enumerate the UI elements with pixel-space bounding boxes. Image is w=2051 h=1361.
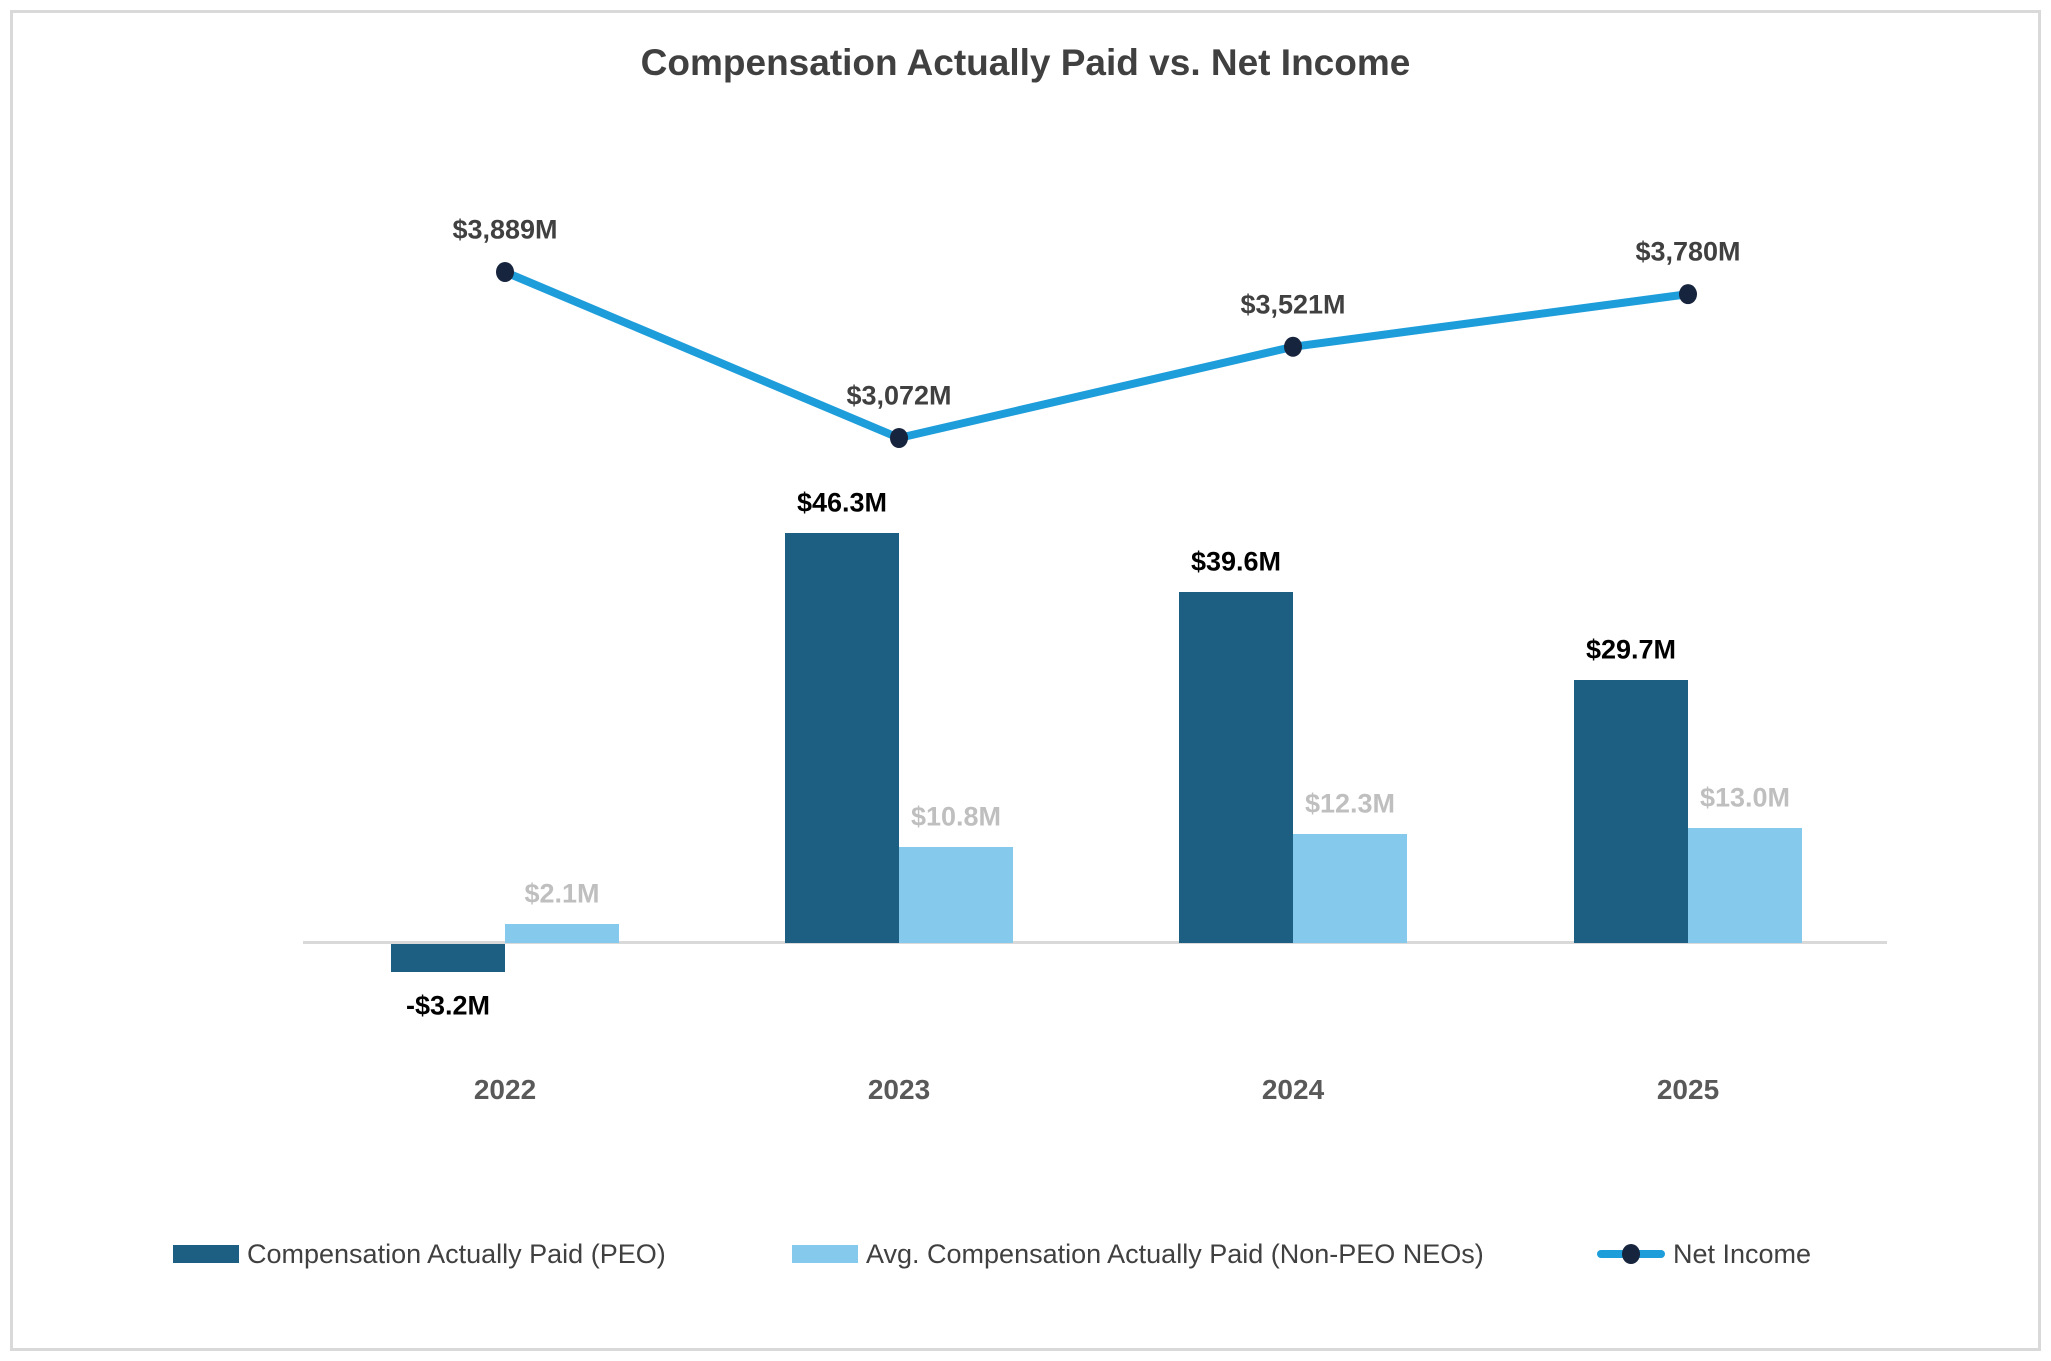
legend-line-marker-icon — [1597, 1242, 1665, 1266]
x-axis-label-2022: 2022 — [473, 1074, 537, 1105]
x-axis-label-2024: 2024 — [1261, 1074, 1325, 1105]
bar-nonpeo-2023 — [899, 847, 1013, 943]
bar-nonpeo-2024 — [1293, 834, 1407, 943]
net-income-line — [501, 268, 1692, 443]
legend-item-peo: Compensation Actually Paid (PEO) — [173, 1236, 666, 1272]
net-income-label-2023: $3,072M — [846, 380, 952, 411]
chart-title: Compensation Actually Paid vs. Net Incom… — [640, 42, 1411, 83]
net-income-marker-2023 — [890, 427, 908, 448]
bar-peo-2023 — [785, 532, 899, 943]
net-income-marker-2025 — [1679, 284, 1697, 305]
x-axis-label-2023: 2023 — [867, 1074, 931, 1105]
legend-label-peo: Compensation Actually Paid (PEO) — [247, 1238, 666, 1269]
bar-label-nonpeo-2023: $10.8M — [910, 801, 1002, 832]
net-income-label-2022: $3,889M — [452, 214, 558, 245]
bar-label-peo-2023: $46.3M — [796, 487, 888, 518]
legend-swatch-nonpeo-icon — [792, 1245, 858, 1263]
bar-label-peo-2025: $29.7M — [1585, 634, 1677, 665]
legend-label-net-income: Net Income — [1673, 1238, 1812, 1269]
net-income-marker-2022 — [496, 262, 514, 282]
net-income-label-2025: $3,780M — [1635, 236, 1741, 267]
bar-nonpeo-2022 — [505, 924, 619, 943]
x-axis-label-2025: 2025 — [1656, 1074, 1720, 1105]
bar-label-nonpeo-2025: $13.0M — [1699, 782, 1791, 813]
net-income-label-2024: $3,521M — [1240, 289, 1346, 320]
bar-nonpeo-2025 — [1688, 827, 1802, 943]
bar-peo-2022 — [391, 944, 505, 973]
bar-peo-2024 — [1179, 592, 1293, 943]
bar-peo-2025 — [1574, 679, 1688, 943]
net-income-marker-2024 — [1284, 336, 1302, 357]
bar-label-nonpeo-2022: $2.1M — [524, 878, 600, 909]
x-axis-line — [303, 941, 1887, 944]
legend-item-nonpeo: Avg. Compensation Actually Paid (Non-PEO… — [792, 1236, 1484, 1272]
legend-item-net-income: Net Income — [1597, 1236, 1811, 1272]
bar-label-nonpeo-2024: $12.3M — [1304, 788, 1396, 819]
bar-label-peo-2024: $39.6M — [1190, 546, 1282, 577]
legend-swatch-peo-icon — [173, 1245, 239, 1263]
bar-label-peo-2022: -$3.2M — [405, 990, 491, 1021]
legend-label-nonpeo: Avg. Compensation Actually Paid (Non-PEO… — [866, 1238, 1484, 1269]
